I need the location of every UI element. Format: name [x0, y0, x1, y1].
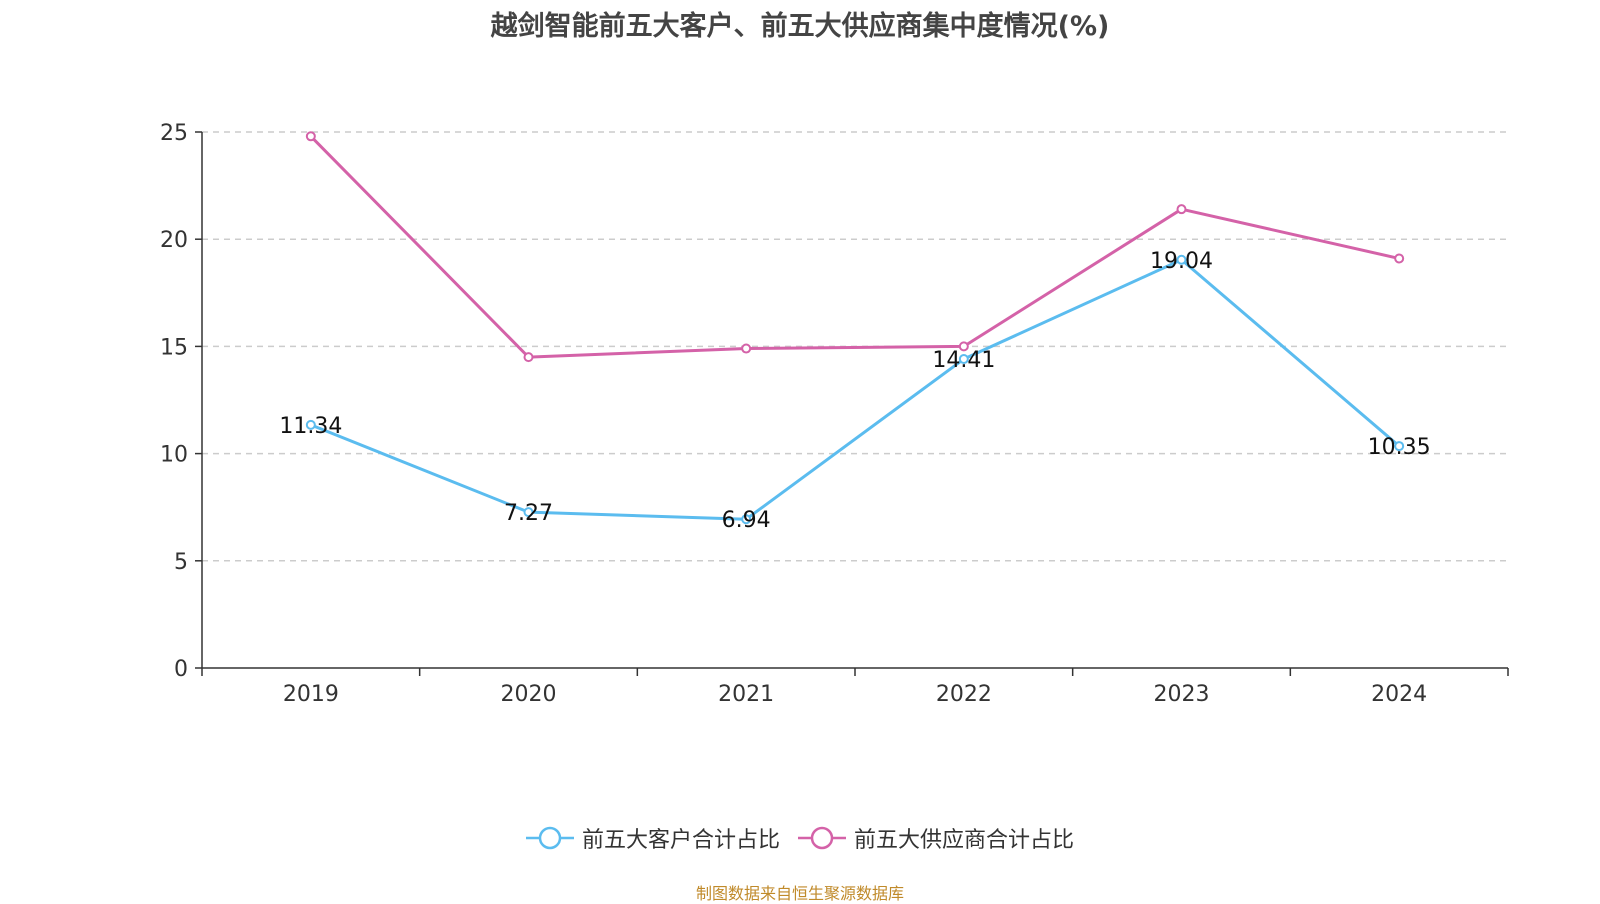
legend-item-customers[interactable]: 前五大客户合计占比 [525, 822, 780, 854]
data-label: 7.27 [504, 501, 553, 526]
y-tick-label: 5 [174, 550, 188, 575]
data-point [305, 419, 316, 430]
data-point [1394, 253, 1405, 264]
data-point [958, 354, 969, 365]
data-point [1176, 254, 1187, 265]
data-point [1176, 204, 1187, 215]
legend-marker-suppliers [798, 826, 846, 850]
series [305, 131, 1405, 525]
legend-marker-customers [525, 826, 574, 850]
data-label: 6.94 [722, 508, 771, 533]
legend-label-customers: 前五大客户合计占比 [581, 828, 780, 853]
legend-label-suppliers: 前五大供应商合计占比 [854, 828, 1075, 853]
data-point [741, 343, 752, 354]
y-tick-label: 20 [160, 228, 188, 253]
data-label: 11.34 [279, 414, 342, 439]
x-tick-label: 2019 [283, 682, 339, 707]
data-label: 19.04 [1150, 249, 1213, 274]
y-tick-label: 25 [160, 121, 188, 146]
y-tick-label: 15 [160, 335, 188, 360]
x-tick-label: 2023 [1154, 682, 1210, 707]
y-tick-label: 10 [160, 443, 188, 468]
series-line-1 [309, 135, 1400, 359]
x-tick-label: 2024 [1371, 682, 1427, 707]
y-tick-label: 0 [174, 657, 188, 682]
data-point [523, 352, 534, 363]
legend-item-suppliers[interactable]: 前五大供应商合计占比 [798, 822, 1074, 854]
data-point [958, 341, 969, 352]
series-line-0 [310, 258, 1401, 521]
x-tick-label: 2022 [936, 682, 992, 707]
data-source-note: 制图数据来自恒生聚源数据库 [695, 884, 904, 903]
x-tick-label: 2020 [501, 682, 557, 707]
chart-title: 越剑智能前五大客户、前五大供应商集中度情况(%) [490, 11, 1110, 42]
data-labels: 11.34 7.27 6.94 14.41 19.04 10.35 [279, 249, 1430, 533]
data-point [523, 507, 534, 518]
x-tick-label: 2021 [718, 682, 774, 707]
data-point [305, 131, 316, 142]
axes: 0 5 10 15 20 25 2019 2020 2021 2022 2023 2024 [160, 121, 1509, 707]
data-label: 14.41 [932, 348, 995, 373]
data-point [741, 514, 752, 525]
legend: 前五大客户合计占比 前五大供应商合计占比 [0, 822, 1600, 854]
data-label: 10.35 [1368, 435, 1431, 460]
data-point [1394, 441, 1405, 452]
